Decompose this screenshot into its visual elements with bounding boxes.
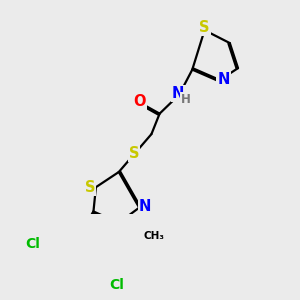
Text: N: N: [139, 199, 151, 214]
Text: N: N: [218, 73, 230, 88]
Text: O: O: [133, 94, 146, 109]
Text: Cl: Cl: [109, 278, 124, 292]
Text: CH₃: CH₃: [144, 231, 165, 241]
Text: S: S: [129, 146, 139, 160]
Text: N: N: [172, 86, 184, 101]
Text: Cl: Cl: [26, 237, 40, 251]
Text: S: S: [199, 20, 210, 35]
Text: H: H: [181, 93, 190, 106]
Text: S: S: [85, 180, 95, 195]
